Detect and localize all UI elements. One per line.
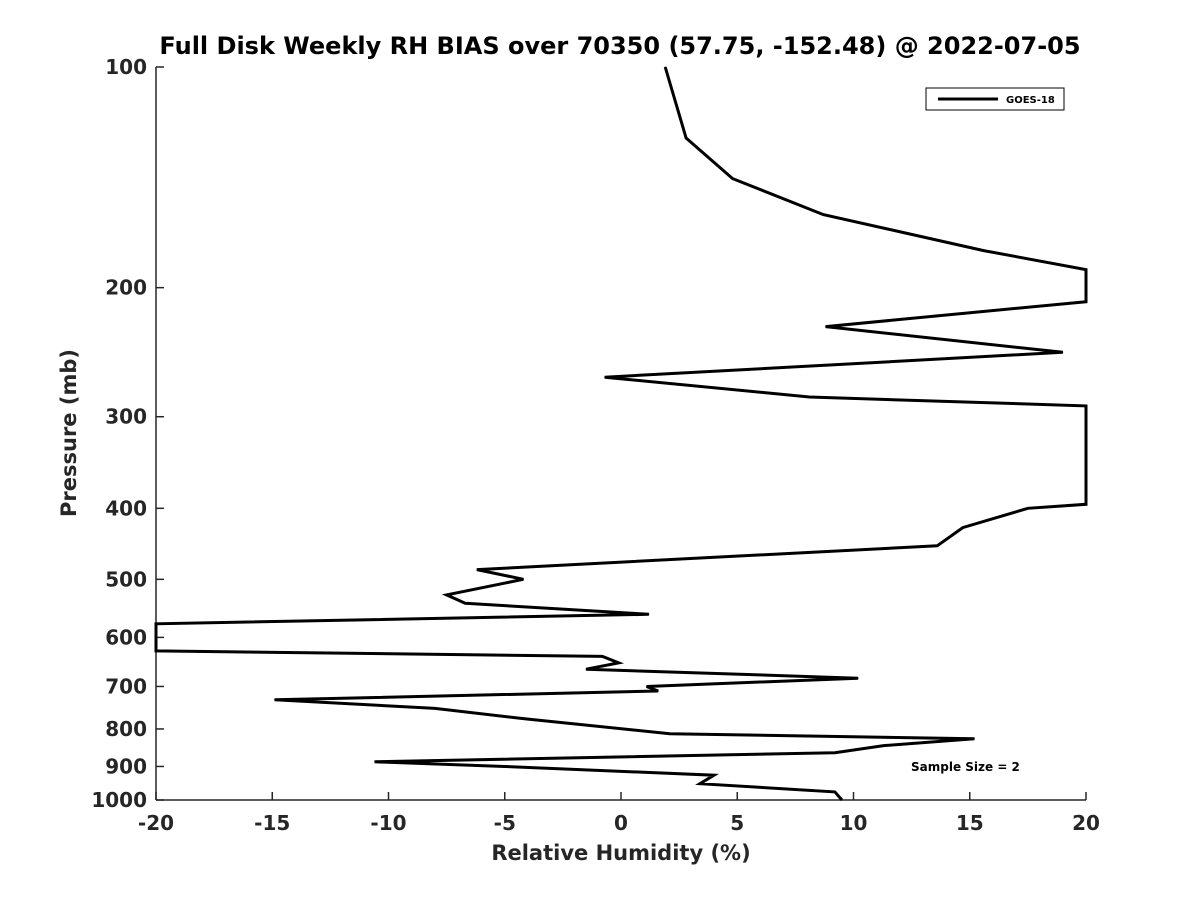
y-axis-label: Pressure (mb) — [57, 349, 81, 517]
data-point — [822, 214, 824, 216]
data-point — [522, 578, 524, 580]
data-point — [962, 527, 964, 529]
y-tick-label: 400 — [105, 496, 147, 520]
legend: GOES-18 — [925, 87, 1065, 111]
y-tick-label: 500 — [105, 567, 147, 591]
data-point — [274, 699, 276, 701]
x-axis-label: Relative Humidity (%) — [491, 841, 750, 865]
y-tick-label: 700 — [105, 674, 147, 698]
data-point — [834, 791, 836, 793]
data-point — [525, 718, 527, 720]
data-point — [713, 774, 715, 776]
x-tick-label: -15 — [254, 811, 290, 835]
data-point — [1085, 503, 1087, 505]
series-line-goes-18 — [154, 66, 1088, 801]
data-point — [646, 686, 648, 687]
data-point — [825, 326, 827, 328]
sample-size-annotation: Sample Size = 2 — [911, 760, 1020, 774]
x-ticks: -20 -15 -10 -5 0 5 10 15 20 — [138, 792, 1100, 835]
data-point — [669, 733, 671, 735]
data-point — [841, 799, 843, 801]
data-point — [618, 662, 620, 664]
x-tick-label: 0 — [614, 811, 628, 835]
y-ticks: 100 200 300 400 500 600 700 800 900 1000 — [91, 55, 164, 812]
y-tick-label: 900 — [105, 754, 147, 778]
chart-title: Full Disk Weekly RH BIAS over 70350 (57.… — [159, 32, 1080, 60]
data-point — [1062, 351, 1064, 353]
data-point — [883, 745, 885, 747]
data-point — [857, 677, 859, 679]
data-point — [374, 761, 376, 763]
data-point — [476, 569, 478, 571]
data-point — [155, 650, 157, 652]
data-point — [834, 752, 836, 754]
x-tick-label: -5 — [494, 811, 516, 835]
y-tick-label: 300 — [105, 405, 147, 429]
data-point — [504, 766, 506, 767]
data-point — [699, 783, 701, 785]
data-point — [446, 594, 448, 596]
y-tick-label: 200 — [105, 276, 147, 300]
data-point — [604, 376, 606, 378]
x-tick-label: 15 — [956, 811, 984, 835]
data-point — [1085, 405, 1087, 407]
data-point — [1085, 301, 1087, 303]
data-point — [983, 250, 985, 252]
series-layer — [154, 66, 1088, 801]
legend-label-goes-18: GOES-18 — [1006, 95, 1055, 106]
data-point — [648, 613, 650, 615]
x-tick-label: -20 — [138, 811, 174, 835]
data-point — [657, 690, 659, 692]
data-point — [936, 545, 938, 547]
data-point — [664, 66, 666, 68]
data-point — [808, 396, 810, 398]
data-point — [732, 178, 734, 180]
x-tick-label: -10 — [370, 811, 406, 835]
data-point — [973, 738, 975, 740]
data-point — [155, 623, 157, 625]
y-tick-label: 100 — [105, 55, 147, 79]
data-point — [434, 707, 436, 709]
data-point — [601, 655, 603, 657]
data-point — [1085, 269, 1087, 271]
x-tick-label: 5 — [730, 811, 744, 835]
data-point — [1027, 507, 1029, 509]
data-point — [585, 668, 587, 670]
y-tick-label: 600 — [105, 625, 147, 649]
data-point — [685, 137, 687, 139]
x-tick-label: 20 — [1072, 811, 1100, 835]
y-tick-label: 800 — [105, 717, 147, 741]
y-tick-label: 1000 — [91, 788, 147, 812]
data-point — [464, 602, 466, 604]
x-tick-label: 10 — [840, 811, 868, 835]
